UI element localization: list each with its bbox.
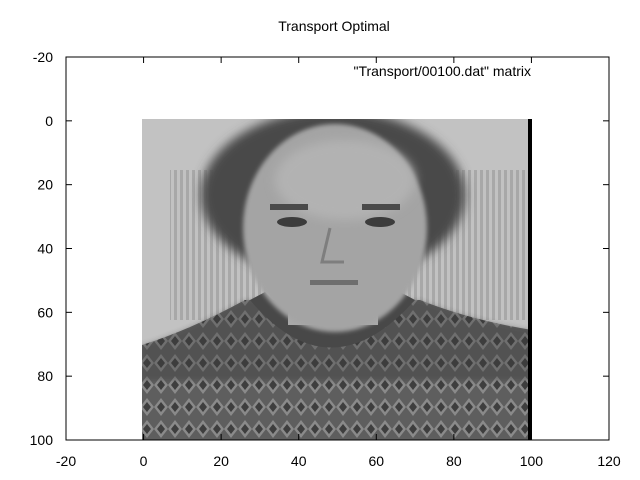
x-tick-label: 60 (368, 453, 384, 469)
collar (250, 292, 415, 348)
x-tick-label: 40 (291, 453, 307, 469)
y-tick-label: 20 (37, 177, 53, 193)
x-axis: -20 0 20 40 60 80 100 120 (56, 57, 621, 469)
x-tick-label: 0 (140, 453, 148, 469)
right-eye (365, 217, 395, 227)
y-tick-label: 80 (37, 368, 53, 384)
y-tick-label: 60 (37, 304, 53, 320)
chart-title: Transport Optimal (278, 18, 390, 34)
x-tick-label: 20 (213, 453, 229, 469)
x-tick-label: 100 (520, 453, 544, 469)
y-tick-label: -20 (33, 49, 53, 65)
right-brow (362, 204, 400, 210)
forehead (275, 140, 415, 220)
y-tick-label: 100 (30, 432, 54, 448)
mouth (310, 280, 358, 285)
heatmap-image (142, 119, 532, 440)
x-tick-label: 120 (597, 453, 621, 469)
x-tick-label: -20 (56, 453, 76, 469)
left-eye (277, 217, 307, 227)
x-tick-label: 80 (446, 453, 462, 469)
nose (320, 227, 344, 264)
edge-column (528, 119, 532, 440)
left-brow (270, 204, 308, 210)
y-tick-label: 0 (45, 113, 53, 129)
legend-label: "Transport/00100.dat" matrix (353, 63, 531, 79)
y-axis: -20 0 20 40 60 80 100 (30, 49, 609, 448)
y-tick-label: 40 (37, 241, 53, 257)
